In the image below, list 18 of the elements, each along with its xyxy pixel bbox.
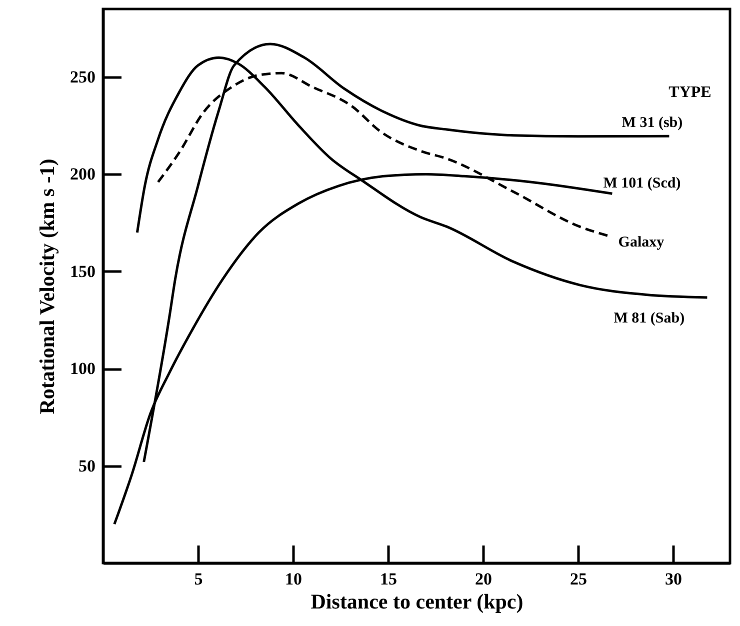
x-tick-label: 15 <box>380 570 397 588</box>
x-tick-label: 25 <box>570 570 587 588</box>
y-tick-label: 200 <box>70 164 96 184</box>
series-label: M 31 (sb) <box>622 115 683 132</box>
y-tick-label: 100 <box>70 359 96 378</box>
series-label: M 81 (Sab) <box>614 310 685 326</box>
x-tick-label: 30 <box>665 570 682 588</box>
y-tick-label: 150 <box>70 262 96 281</box>
x-tick-label: 5 <box>194 570 203 588</box>
series-label: Galaxy <box>618 234 665 250</box>
x-tick-label: 20 <box>475 570 492 588</box>
y-axis-title: Rotational Velocity (km s -1) <box>35 158 59 414</box>
y-tick-label: 50 <box>78 456 96 476</box>
legend-title: TYPE <box>668 84 712 101</box>
x-tick-label: 10 <box>285 570 302 588</box>
series-label: M 101 (Scd) <box>603 176 681 192</box>
x-axis-title: Distance to center (kpc) <box>310 590 524 614</box>
y-tick-label: 250 <box>70 68 96 87</box>
